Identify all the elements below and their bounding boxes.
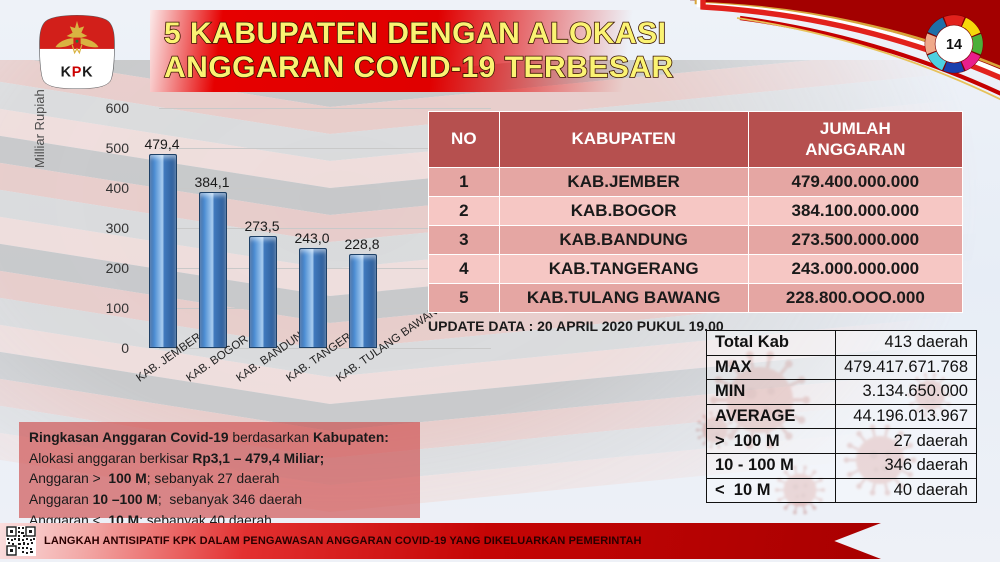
svg-text:KPK: KPK (61, 64, 94, 80)
svg-text:14: 14 (946, 37, 962, 53)
